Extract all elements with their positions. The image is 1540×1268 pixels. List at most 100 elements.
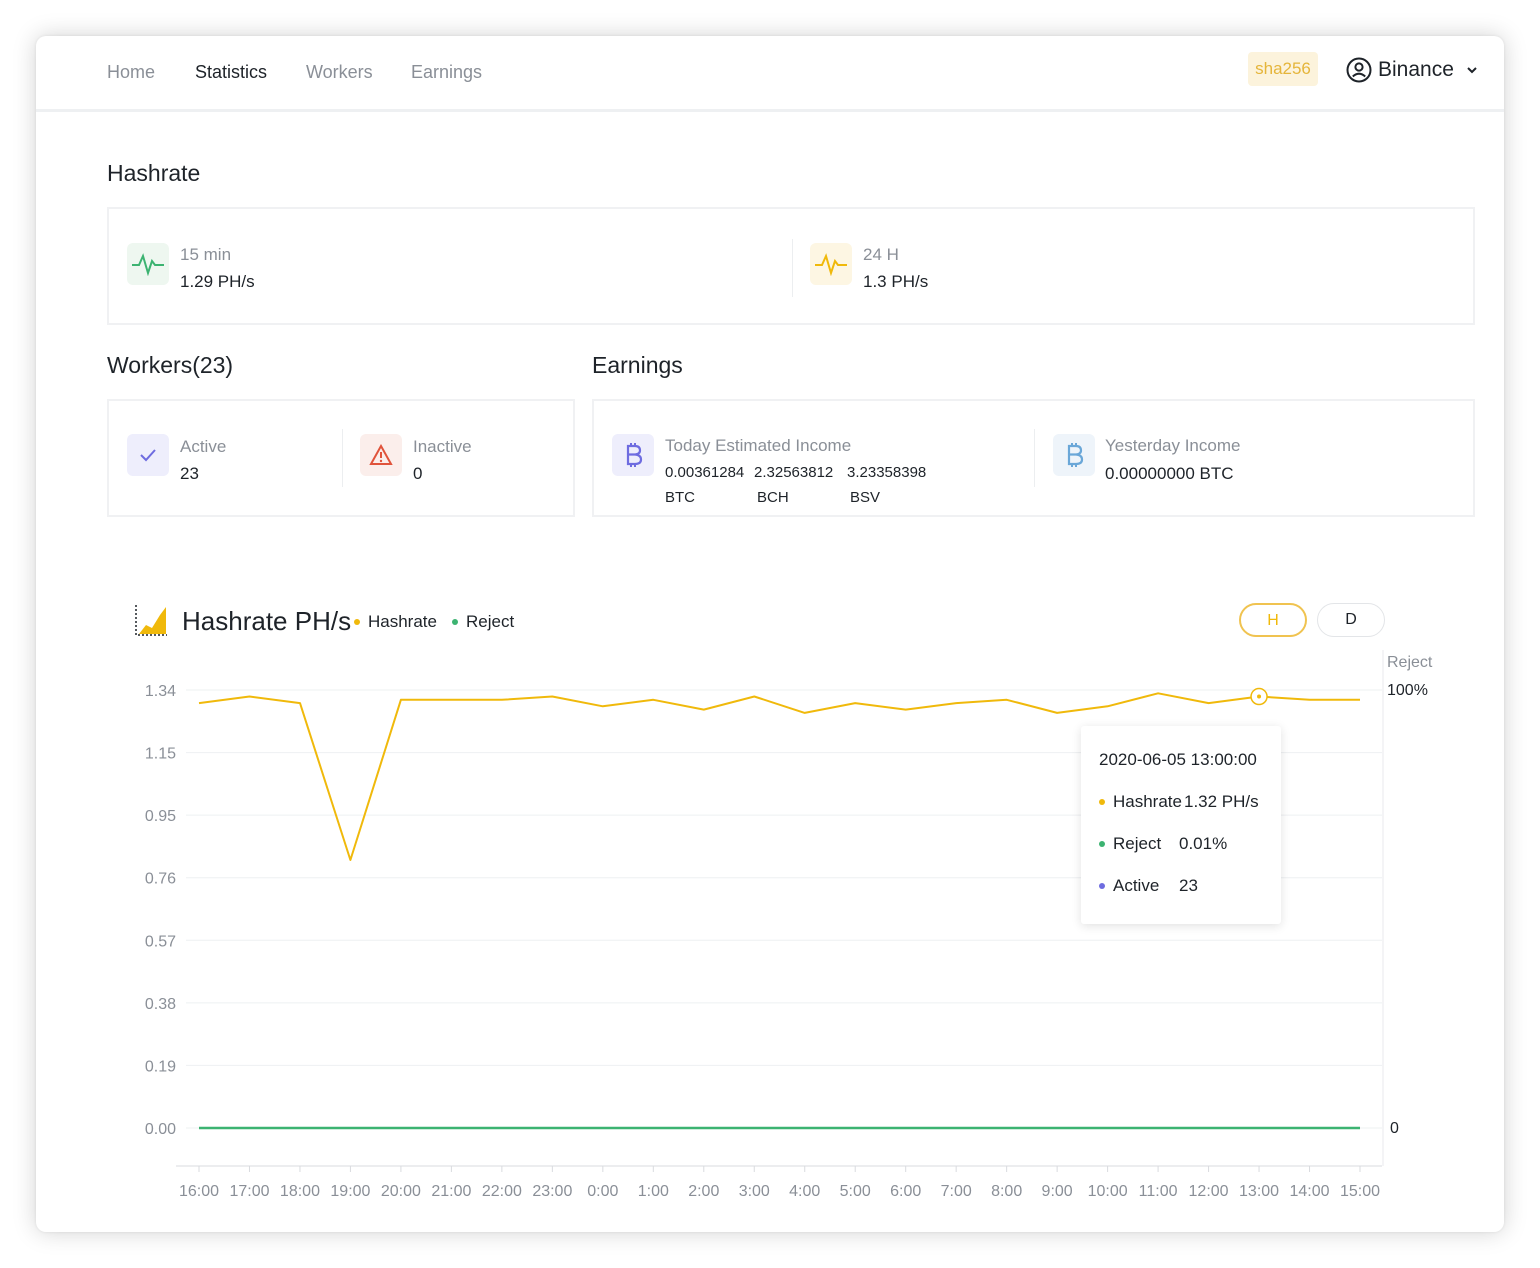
inactive-workers-value: 0	[413, 464, 423, 483]
x-tick-label: 11:00	[1139, 1183, 1178, 1200]
data-point-hashrate[interactable]	[748, 691, 760, 703]
data-point-reject[interactable]	[849, 1122, 861, 1134]
data-point-hashrate[interactable]	[1152, 687, 1164, 699]
tooltip-name: Hashrate	[1113, 792, 1182, 811]
data-point-hashrate[interactable]	[496, 694, 508, 706]
legend-label: Hashrate	[368, 612, 437, 631]
tooltip-name: Active	[1113, 876, 1160, 895]
right-axis-tick-label: 100%	[1387, 682, 1428, 699]
data-point-reject[interactable]	[1102, 1122, 1114, 1134]
data-point-reject[interactable]	[1354, 1122, 1366, 1134]
warning-icon	[360, 434, 402, 476]
data-point-hashrate[interactable]	[1203, 697, 1215, 709]
range-button-day[interactable]: D	[1317, 603, 1385, 637]
data-point-hashrate[interactable]	[1354, 694, 1366, 706]
data-point-hashrate[interactable]	[546, 691, 558, 703]
data-point-reject[interactable]	[294, 1122, 306, 1134]
highlight-point-center	[1257, 694, 1262, 699]
data-point-reject[interactable]	[243, 1122, 255, 1134]
data-point-hashrate[interactable]	[193, 697, 205, 709]
earnings-section-title: Earnings	[592, 352, 683, 378]
tooltip-row-active: Active 23	[1099, 876, 1198, 896]
right-axis-tick-label: 0	[1390, 1120, 1399, 1137]
nav-earnings[interactable]: Earnings	[411, 62, 483, 82]
algorithm-badge[interactable]: sha256	[1248, 52, 1318, 86]
tooltip-value: 23	[1179, 876, 1198, 895]
nav-workers[interactable]: Workers	[306, 62, 373, 82]
nav-home[interactable]: Home	[107, 62, 156, 82]
data-point-reject[interactable]	[546, 1122, 558, 1134]
data-point-reject[interactable]	[1051, 1122, 1063, 1134]
y-tick-label: 1.34	[145, 683, 176, 700]
data-point-hashrate[interactable]	[849, 697, 861, 709]
today-bch-amount: 2.32563812	[754, 464, 834, 481]
today-bch-coin: BCH	[757, 489, 789, 506]
data-point-hashrate[interactable]	[445, 694, 457, 706]
x-tick-label: 18:00	[280, 1183, 320, 1200]
x-tick-label: 7:00	[941, 1183, 972, 1200]
data-point-hashrate[interactable]	[799, 707, 811, 719]
data-point-hashrate[interactable]	[597, 700, 609, 712]
data-point-reject[interactable]	[900, 1122, 912, 1134]
bitcoin-icon	[1053, 434, 1095, 476]
y-tick-label: 0.57	[145, 933, 176, 950]
data-point-hashrate[interactable]	[900, 704, 912, 716]
data-point-reject[interactable]	[1253, 1122, 1265, 1134]
data-point-reject[interactable]	[1152, 1122, 1164, 1134]
data-point-reject[interactable]	[496, 1122, 508, 1134]
data-point-reject[interactable]	[395, 1122, 407, 1134]
data-point-hashrate[interactable]	[1051, 707, 1063, 719]
data-point-reject[interactable]	[748, 1122, 760, 1134]
data-point-reject[interactable]	[1001, 1122, 1013, 1134]
app-window: Home Statistics Workers Earnings sha256 …	[36, 36, 1504, 1232]
x-tick-label: 23:00	[532, 1183, 572, 1200]
data-point-reject[interactable]	[597, 1122, 609, 1134]
data-point-reject[interactable]	[1203, 1122, 1215, 1134]
data-point-hashrate[interactable]	[647, 694, 659, 706]
data-point-hashrate[interactable]	[344, 854, 356, 866]
tooltip-dot	[1099, 799, 1105, 805]
data-point-reject[interactable]	[647, 1122, 659, 1134]
legend-hashrate[interactable]: Hashrate	[354, 612, 437, 632]
data-point-reject[interactable]	[193, 1122, 205, 1134]
data-point-reject[interactable]	[344, 1122, 356, 1134]
hashrate-15min-label: 15 min	[180, 245, 232, 264]
data-point-hashrate[interactable]	[950, 697, 962, 709]
divider	[342, 429, 343, 487]
chart-tooltip: 2020-06-05 13:00:00 Hashrate 1.32 PH/s R…	[1081, 726, 1281, 924]
x-tick-label: 8:00	[991, 1183, 1022, 1200]
hashrate-chart[interactable]: 1.34 1.15 0.95 0.76 0.57 0.38 0.19 0.00 Reject 10…	[36, 36, 1504, 1232]
data-point-hashrate[interactable]	[243, 691, 255, 703]
data-point-hashrate[interactable]	[698, 704, 710, 716]
x-tick-label: 10:00	[1088, 1183, 1128, 1200]
data-point-hashrate[interactable]	[395, 694, 407, 706]
data-point-reject[interactable]	[950, 1122, 962, 1134]
data-point-hashrate[interactable]	[1102, 700, 1114, 712]
legend-reject[interactable]: Reject	[452, 612, 514, 632]
active-workers-label: Active	[180, 437, 227, 456]
data-point-reject[interactable]	[698, 1122, 710, 1134]
x-tick-label: 1:00	[638, 1183, 669, 1200]
data-point-reject[interactable]	[1304, 1122, 1316, 1134]
account-menu[interactable]: Binance	[1346, 54, 1478, 86]
range-button-hour[interactable]: H	[1239, 603, 1307, 637]
tooltip-dot	[1099, 841, 1105, 847]
x-tick-label: 5:00	[840, 1183, 871, 1200]
workers-card[interactable]: Active 23 Inactive 0	[107, 399, 575, 517]
user-icon	[1346, 57, 1372, 83]
x-tick-label: 3:00	[739, 1183, 770, 1200]
x-tick-label: 6:00	[890, 1183, 921, 1200]
check-icon	[127, 434, 169, 476]
earnings-card[interactable]: Today Estimated Income 0.00361284 BTC 2.…	[592, 399, 1475, 517]
nav-statistics[interactable]: Statistics	[195, 62, 268, 82]
data-point-reject[interactable]	[445, 1122, 457, 1134]
data-point-hashrate[interactable]	[294, 697, 306, 709]
data-point-reject[interactable]	[799, 1122, 811, 1134]
tooltip-value: 1.32 PH/s	[1183, 792, 1259, 811]
x-tick-label: 21:00	[431, 1183, 471, 1200]
data-point-hashrate[interactable]	[1001, 694, 1013, 706]
data-point-hashrate[interactable]	[1304, 694, 1316, 706]
x-tick-label: 12:00	[1189, 1183, 1229, 1200]
x-tick-label: 22:00	[482, 1183, 522, 1200]
today-bsv-coin: BSV	[850, 489, 881, 506]
